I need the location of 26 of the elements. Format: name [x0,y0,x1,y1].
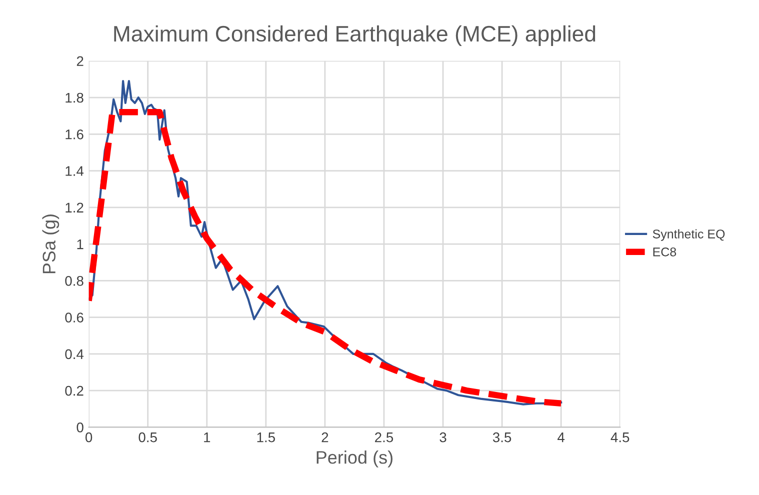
y-tick-label: 0.8 [65,276,84,286]
x-tick-label: 4 [558,432,565,442]
chart-title: Maximum Considered Earthquake (MCE) applied [114,25,596,46]
x-tick-label: 3 [440,432,446,442]
legend-label: EC8 [653,247,676,256]
y-tick-label: 2 [76,56,84,66]
x-axis-title: Period (s) [316,450,392,468]
x-tick-label: 2 [322,432,328,442]
x-tick-label: 0 [85,432,92,442]
y-tick-label: 1.8 [66,92,84,103]
legend-label: Synthetic EQ [652,229,725,241]
y-tick-label: 1.6 [66,129,84,140]
x-tick-label: 1.5 [257,432,275,442]
y-tick-label: 0.4 [65,349,84,360]
y-tick-label: 0 [76,422,84,432]
y-tick-label: 1.2 [66,202,84,212]
y-tick-label: 1 [77,240,84,250]
x-tick-label: 0.5 [138,432,157,442]
x-tick-label: 2.5 [375,432,394,442]
y-tick-label: 0.2 [65,386,84,396]
y-tick-label: 0.6 [65,312,84,322]
x-tick-label: 3.5 [492,432,512,442]
y-tick-label: 1.4 [66,166,84,176]
x-tick-label: 4.5 [610,432,630,442]
y-axis-title: PSa (g) [42,214,60,274]
x-tick-label: 1 [204,432,210,442]
